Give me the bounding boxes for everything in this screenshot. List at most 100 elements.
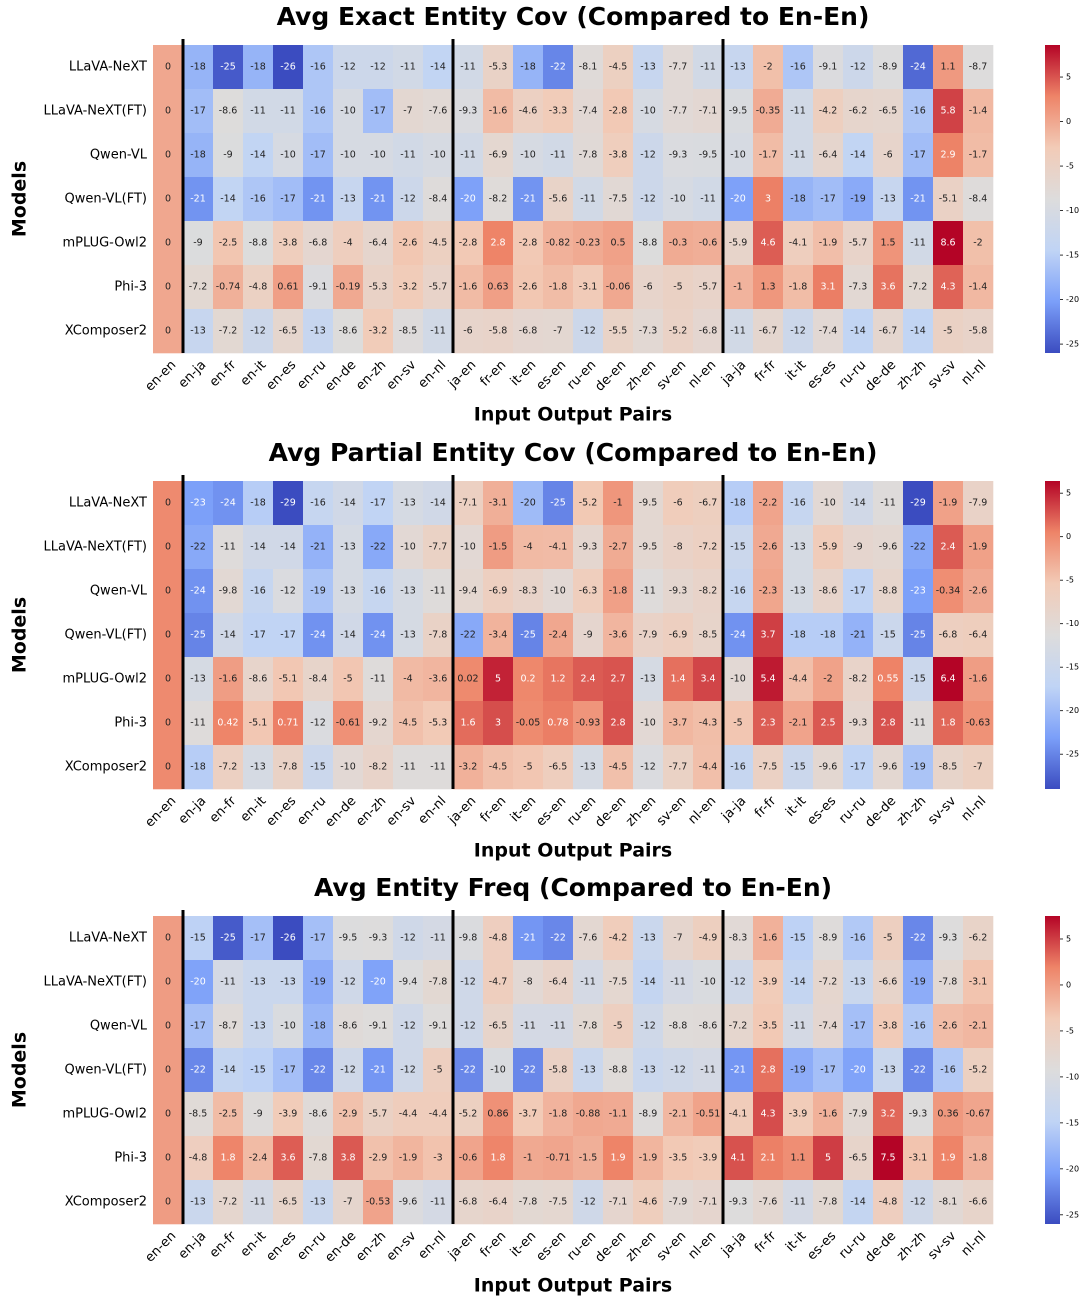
cell-label: -7.2 — [699, 542, 718, 553]
cell — [543, 613, 574, 658]
cell-label: -11 — [280, 106, 296, 117]
cell — [423, 1180, 454, 1225]
cell — [843, 1180, 874, 1225]
cell — [723, 221, 754, 266]
cell-label: -4.1 — [729, 1109, 748, 1120]
cell-label: -0.67 — [966, 1109, 991, 1120]
cell-label: -10 — [490, 1065, 506, 1076]
cell-label: -15 — [190, 933, 206, 944]
cell-label: 0 — [165, 718, 171, 729]
cell-label: -22 — [910, 1065, 926, 1076]
cell — [933, 745, 964, 790]
cell-label: -10 — [550, 586, 566, 597]
cell — [603, 45, 634, 90]
cell — [633, 701, 664, 746]
cell — [603, 960, 634, 1005]
cell-label: 0 — [165, 326, 171, 337]
cell-label: -5.7 — [429, 282, 448, 293]
cell — [483, 657, 514, 702]
cell-label: -15 — [250, 1065, 266, 1076]
cell — [843, 745, 874, 790]
cell — [633, 960, 664, 1005]
x-tick-label: ja-ja — [718, 1229, 749, 1260]
cell-label: -9.3 — [669, 586, 688, 597]
cell-label: 3.7 — [760, 630, 775, 641]
cell-label: -9.1 — [429, 1021, 448, 1032]
cell — [423, 745, 454, 790]
y-tick-label: Phi-3 — [114, 1151, 147, 1166]
cell — [573, 133, 604, 178]
x-tick-label: ja-ja — [718, 358, 749, 389]
cell — [483, 1048, 514, 1093]
cell — [213, 657, 244, 702]
cell-label: 0 — [165, 62, 171, 73]
cell-label: -6.7 — [759, 326, 778, 337]
cell-label: -0.3 — [669, 238, 688, 249]
cell-label: -13 — [340, 542, 356, 553]
cell — [693, 657, 724, 702]
cell-label: -7.2 — [729, 1021, 748, 1032]
cell — [273, 1180, 304, 1225]
cell-label: -13 — [730, 62, 746, 73]
cell — [963, 1048, 994, 1093]
cell-label: -6.4 — [969, 630, 988, 641]
cell-label: 5 — [495, 674, 501, 685]
cell-label: 3 — [765, 194, 771, 205]
cell — [513, 133, 544, 178]
cell — [543, 1048, 574, 1093]
cell-label: 1.3 — [760, 282, 775, 293]
cell — [963, 657, 994, 702]
cell-label: -18 — [190, 150, 206, 161]
cell — [423, 613, 454, 658]
cell-label: -11 — [400, 62, 416, 73]
cell — [693, 45, 724, 90]
y-tick-label: XComposer2 — [65, 1195, 147, 1210]
cell-label: -4.8 — [189, 1153, 208, 1164]
cell-label: -8.4 — [969, 194, 988, 205]
cell-label: 2.9 — [940, 150, 955, 161]
cell — [813, 45, 844, 90]
cell-label: -7 — [673, 933, 682, 944]
cell-label: -21 — [310, 542, 326, 553]
cell — [723, 133, 754, 178]
colorbar-tick-label: -5 — [1066, 576, 1074, 585]
cell-label: -4.3 — [699, 718, 718, 729]
cell-label: 0 — [165, 282, 171, 293]
cell-label: -9.3 — [579, 542, 598, 553]
colorbar-tick-label: 5 — [1066, 73, 1071, 82]
cell-label: -7.1 — [699, 106, 718, 117]
cell-label: -7.3 — [849, 282, 868, 293]
cell — [363, 309, 394, 354]
cell — [333, 1004, 364, 1049]
cell-label: -9.3 — [459, 106, 478, 117]
cell-label: -14 — [430, 498, 446, 509]
cell-label: -4.4 — [429, 1109, 448, 1120]
cell — [603, 1180, 634, 1225]
cell-label: -12 — [310, 718, 326, 729]
cell-label: -4.4 — [699, 762, 718, 773]
cell — [423, 525, 454, 570]
x-tick-label: es-en — [533, 794, 569, 830]
cell — [543, 89, 574, 134]
cell-label: -6.8 — [699, 326, 718, 337]
cell — [663, 1048, 694, 1093]
cell-label: -11 — [430, 933, 446, 944]
cell-label: -16 — [310, 106, 326, 117]
cell — [453, 1136, 484, 1181]
cell — [483, 916, 514, 961]
cell-label: -4 — [523, 542, 532, 553]
cell — [693, 525, 724, 570]
y-tick-label: mPLUG-Owl2 — [63, 1107, 148, 1122]
cell-label: -20 — [370, 977, 386, 988]
cell-label: -14 — [220, 1065, 236, 1076]
cell-label: -0.06 — [606, 282, 631, 293]
cell-label: -18 — [190, 762, 206, 773]
cell — [873, 309, 904, 354]
cell — [873, 1004, 904, 1049]
cell-label: 0 — [165, 106, 171, 117]
y-tick-label: LLaVA-NeXT — [69, 496, 147, 511]
cell — [363, 133, 394, 178]
cell-label: -21 — [310, 194, 326, 205]
y-tick-label: Qwen-VL(FT) — [64, 192, 147, 207]
